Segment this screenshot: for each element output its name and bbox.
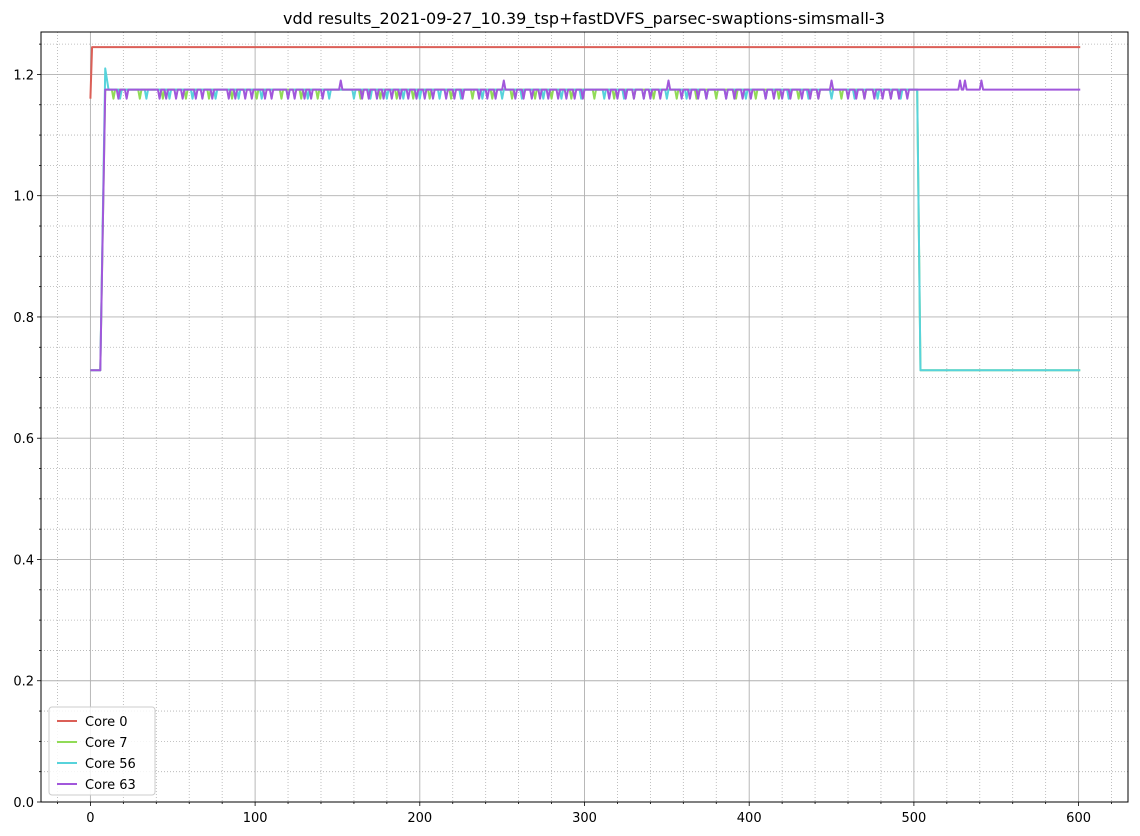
series-line-core-7 [90, 88, 1081, 372]
x-tick-label: 100 [243, 811, 268, 826]
series-line-core-0 [89, 46, 1081, 99]
legend-label: Core 0 [85, 715, 128, 730]
chart-title: vdd results_2021-09-27_10.39_tsp+fastDVF… [283, 9, 885, 29]
legend-label: Core 56 [85, 757, 136, 772]
x-tick-label: 500 [901, 811, 926, 826]
legend-box [48, 706, 156, 796]
x-tick-label: 300 [572, 811, 597, 826]
series-line-core-56 [90, 67, 1081, 372]
y-tick-label: 1.2 [13, 68, 34, 83]
y-tick-label: 0.8 [13, 311, 34, 326]
legend-label: Core 63 [85, 778, 136, 793]
legend: Core 0 Core 7 Core 56 Core 63 [48, 706, 156, 796]
x-tick-label: 0 [86, 811, 94, 826]
y-tick-label: 0.6 [13, 432, 34, 447]
x-tick-label: 400 [737, 811, 762, 826]
x-tick-label: 200 [407, 811, 432, 826]
y-tick-label: 0.0 [13, 796, 34, 811]
major-grid [41, 32, 1128, 803]
x-axis: 0 100 200 300 400 500 600 [57, 802, 1112, 826]
x-tick-label: 600 [1066, 811, 1091, 826]
y-tick-label: 0.4 [13, 553, 34, 568]
y-tick-label: 1.0 [13, 190, 34, 205]
y-tick-label: 0.2 [13, 675, 34, 690]
legend-label: Core 7 [85, 736, 128, 751]
y-axis: 0.0 0.2 0.4 0.6 0.8 1.0 1.2 [13, 43, 41, 811]
series-line-core-63 [90, 79, 1081, 372]
series-layer [89, 46, 1081, 372]
